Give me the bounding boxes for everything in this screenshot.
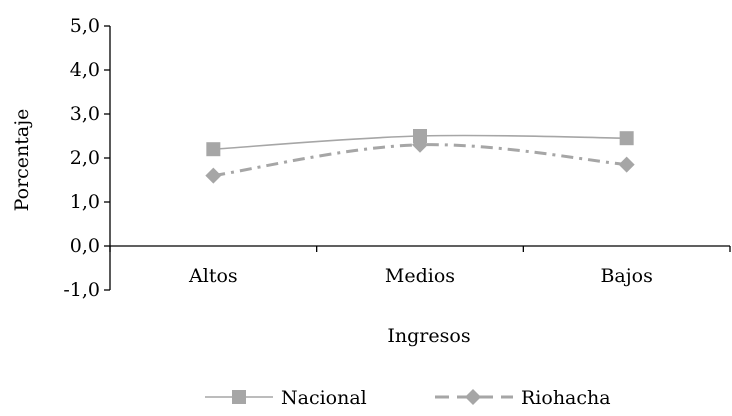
y-axis-title: Porcentaje <box>11 109 33 212</box>
legend-marker <box>232 390 246 404</box>
legend-item-riohacha: Riohacha <box>435 387 611 409</box>
x-tick-label: Bajos <box>600 265 652 287</box>
series-nacional <box>206 129 634 157</box>
series-layer <box>205 129 635 184</box>
y-tick-label: -1,0 <box>63 279 100 301</box>
y-axis-ticks: -1,0 0,0 1,0 2,0 3,0 4,0 5,0 <box>63 15 110 301</box>
y-tick-label: 0,0 <box>70 235 100 257</box>
data-point <box>206 142 221 157</box>
axes <box>109 26 730 290</box>
x-axis-title: Ingresos <box>387 325 470 347</box>
y-tick-label: 5,0 <box>70 15 100 37</box>
data-point <box>619 131 634 146</box>
x-tick-label: Medios <box>385 265 455 287</box>
legend-label: Riohacha <box>521 387 611 409</box>
legend-marker <box>465 389 481 405</box>
y-tick-label: 3,0 <box>70 103 100 125</box>
y-tick-label: 2,0 <box>70 147 100 169</box>
legend-item-nacional: Nacional <box>205 387 367 409</box>
legend: Nacional Riohacha <box>205 387 611 409</box>
series-riohacha <box>205 136 635 184</box>
data-point <box>413 129 427 143</box>
data-point <box>618 156 635 173</box>
data-point <box>412 136 428 153</box>
y-tick-label: 4,0 <box>70 59 100 81</box>
x-axis-ticks: Altos Medios Bajos <box>109 246 731 287</box>
x-tick-label: Altos <box>188 265 238 287</box>
data-point <box>205 167 222 184</box>
y-tick-label: 1,0 <box>70 191 100 213</box>
legend-label: Nacional <box>281 387 367 409</box>
